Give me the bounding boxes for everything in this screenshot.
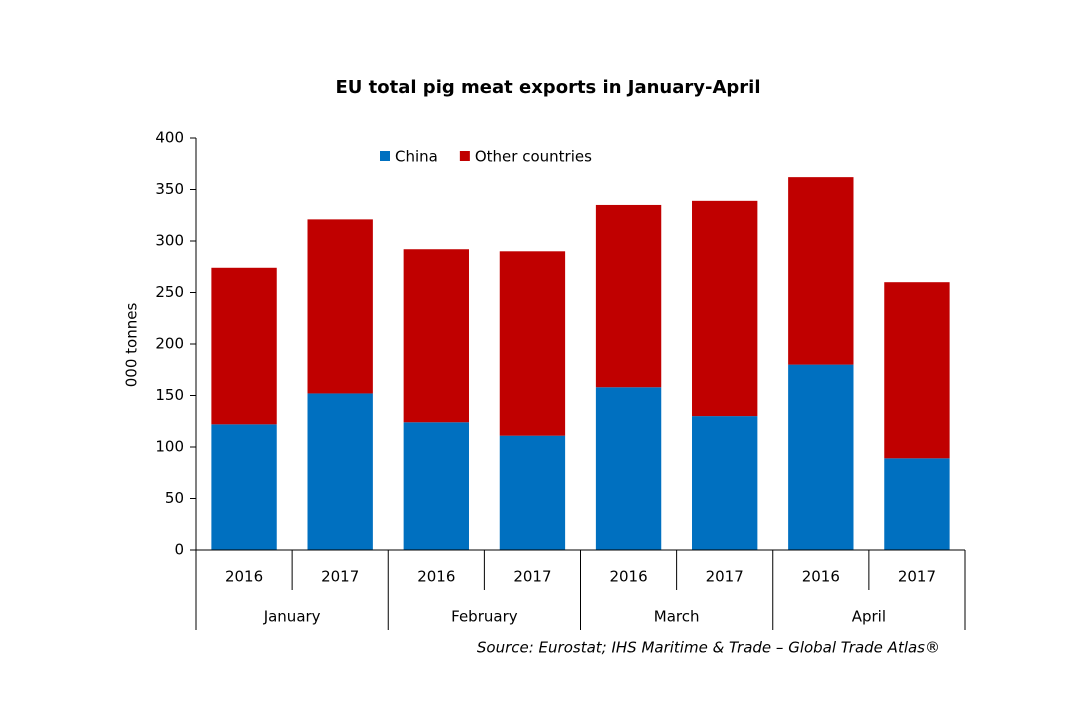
bar-segment [307,393,373,550]
group-label: February [451,608,518,626]
chart-title: EU total pig meat exports in January-Apr… [335,77,760,98]
y-tick-label: 200 [155,335,184,353]
x-tick-label: 2016 [802,568,840,586]
bar-segment [884,458,950,550]
x-tick-label: 2016 [417,568,455,586]
x-tick-label: 2016 [609,568,647,586]
y-axis-label: 000 tonnes [123,303,141,388]
source-note: Source: Eurostat; IHS Maritime & Trade –… [477,639,940,657]
y-tick-label: 400 [155,129,184,147]
y-tick-label: 0 [174,541,184,559]
bar-segment [403,422,469,550]
x-tick-label: 2016 [225,568,263,586]
y-tick-label: 250 [155,283,184,301]
bar-segment [692,200,758,417]
legend-swatch [459,151,470,161]
group-label: January [263,608,321,626]
legend-label: China [395,148,438,166]
y-tick-label: 350 [155,180,184,198]
bar-segment [211,424,277,550]
bar-segment [595,387,662,550]
bar-segment [595,204,662,388]
x-tick-label: 2017 [321,568,359,586]
bar-segment [211,267,277,425]
y-tick-label: 300 [155,232,184,250]
x-tick-label: 2017 [513,568,551,586]
bar-segment [788,177,854,365]
group-label: March [654,608,700,626]
bar-segment [884,282,950,459]
bar-segment [692,416,758,550]
bar-segment [307,219,373,394]
bar-segment [499,435,566,550]
y-tick-label: 100 [155,438,184,456]
x-tick-label: 2017 [706,568,744,586]
bar-segment [499,251,566,436]
y-tick-label: 150 [155,386,184,404]
legend-label: Other countries [475,148,592,166]
legend-swatch [380,151,390,161]
x-tick-label: 2017 [898,568,936,586]
y-tick-label: 50 [165,489,184,507]
bar-segment [403,249,469,423]
group-label: April [852,608,886,626]
bar-segment [788,364,854,550]
